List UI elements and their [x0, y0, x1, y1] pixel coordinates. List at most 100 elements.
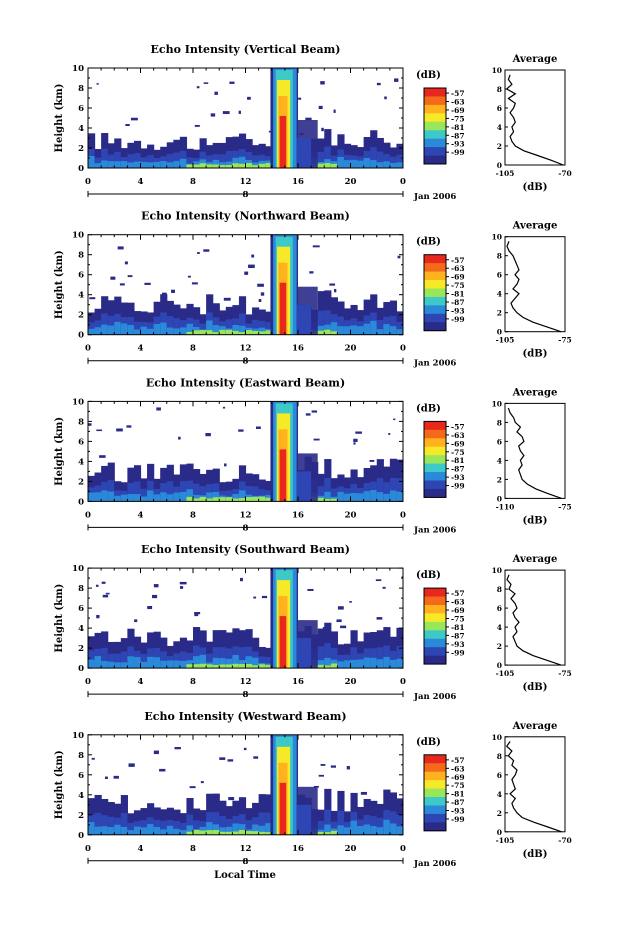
echo-layer-near	[376, 492, 384, 502]
echo-fragment	[130, 117, 138, 121]
echo-fragment	[222, 111, 230, 115]
echo-layer-near	[376, 827, 384, 835]
echo-layer-surface	[238, 332, 247, 335]
echo-layer-near	[133, 826, 142, 835]
echo-layer-mid	[389, 477, 398, 502]
echo-layer-near	[389, 163, 398, 168]
x-tick-label: 8	[190, 510, 196, 520]
echo-fragment	[257, 283, 264, 287]
colorbar-swatch	[424, 780, 446, 789]
profile-line	[505, 741, 562, 833]
echo-layer-near	[350, 659, 358, 669]
echo-fragment	[194, 612, 201, 615]
x-tick-label: 16	[292, 177, 304, 187]
echo-fragment	[219, 757, 226, 760]
echo-layer-surface	[245, 664, 253, 669]
echo-fragment	[153, 750, 159, 755]
echo-layer-surface	[219, 831, 227, 835]
y-tick-label: 0	[78, 497, 84, 507]
echo-layer-mid	[337, 810, 345, 835]
echo-layer-near	[160, 322, 168, 335]
echo-layer-near	[389, 326, 398, 335]
colorbar-swatch	[424, 822, 446, 832]
echo-layer-near	[127, 830, 135, 835]
echo-fragment	[261, 595, 268, 599]
echo-layer-near	[363, 323, 371, 335]
colorbar-swatch	[424, 296, 446, 306]
x-tick-label: 0	[85, 344, 91, 354]
echo-layer-near	[212, 159, 220, 168]
profile-x-label: -70	[558, 836, 572, 845]
date-tick-label: 8	[243, 357, 249, 367]
echo-layer-near	[206, 492, 214, 502]
profile-y-label: 0	[497, 494, 502, 503]
echo-layer-near	[232, 823, 240, 835]
echo-layer-surface	[324, 832, 332, 835]
echo-layer-mid	[160, 820, 168, 835]
colorbar-unit: (dB)	[416, 570, 441, 581]
echo-layer-mid	[265, 322, 273, 335]
echo-fragment	[247, 96, 251, 100]
echo-layer-near	[127, 324, 135, 335]
profile-y-label: 10	[492, 66, 502, 75]
profile-y-label: 8	[497, 752, 502, 761]
echo-layer-near	[343, 827, 352, 835]
trailing-layer	[296, 471, 312, 502]
echo-fragment	[305, 413, 311, 416]
echo-layer-near	[363, 657, 371, 669]
colorbar-label: -75	[451, 114, 465, 123]
echo-layer-near	[88, 328, 96, 335]
echo-layer-mid	[324, 809, 332, 835]
heatmap	[88, 734, 403, 835]
echo-layer-mid	[179, 481, 188, 502]
echo-layer-mid	[396, 154, 403, 168]
y-tick-label: 2	[78, 144, 84, 154]
echo-layer-surface	[212, 830, 220, 835]
colorbar-label: -93	[451, 306, 465, 315]
colorbar-swatch	[424, 638, 446, 648]
echo-layer-mid	[166, 316, 174, 335]
echo-layer-near	[383, 324, 391, 335]
echo-layer-mid	[396, 645, 403, 669]
echo-fragment	[96, 83, 99, 85]
colorbar-swatch	[424, 797, 446, 806]
echo-layer-mid	[330, 821, 338, 835]
colorbar-swatch	[424, 788, 446, 798]
echo-layer-near	[120, 494, 128, 502]
echo-layer-surface	[186, 164, 194, 168]
colorbar-swatch	[424, 313, 446, 323]
echo-layer-surface	[252, 330, 260, 335]
y-tick-label: 10	[72, 564, 84, 574]
echo-layer-near	[114, 161, 122, 168]
echo-fragment	[134, 619, 138, 623]
y-tick-label: 2	[78, 311, 84, 321]
echo-layer-near	[265, 823, 273, 835]
echo-fragment	[388, 433, 391, 435]
echo-fragment	[349, 601, 352, 603]
echo-layer-mid	[107, 816, 115, 835]
colorbar-swatch	[424, 455, 446, 465]
echo-fragment	[244, 271, 249, 275]
colorbar-label: -57	[451, 589, 465, 598]
colorbar-label: -69	[451, 273, 465, 282]
trailing-layer	[296, 138, 312, 168]
echo-layer-near	[114, 321, 122, 335]
x-tick-label: 4	[138, 677, 144, 687]
echo-fragment	[401, 576, 403, 579]
echo-layer-surface	[206, 664, 214, 669]
panel-3: Echo Intensity (Eastward Beam) 0 2 4 6 8 10 Hei…	[54, 376, 572, 535]
echo-layer-near	[212, 491, 220, 502]
echo-layer-near	[350, 492, 358, 502]
echo-layer-near	[232, 654, 240, 669]
echo-layer-surface	[317, 497, 325, 502]
y-axis-label: Height (km)	[54, 84, 65, 153]
colorbar-label: -57	[451, 89, 465, 98]
echo-layer-mid	[133, 481, 142, 502]
echo-layer-near	[376, 162, 384, 168]
echo-fragment	[369, 460, 375, 462]
echo-fragment	[222, 406, 226, 409]
x-tick-label: 0	[85, 177, 91, 187]
echo-layer-near	[173, 328, 181, 335]
echo-layer-surface	[219, 497, 227, 502]
profile-y-label: 8	[497, 418, 502, 427]
